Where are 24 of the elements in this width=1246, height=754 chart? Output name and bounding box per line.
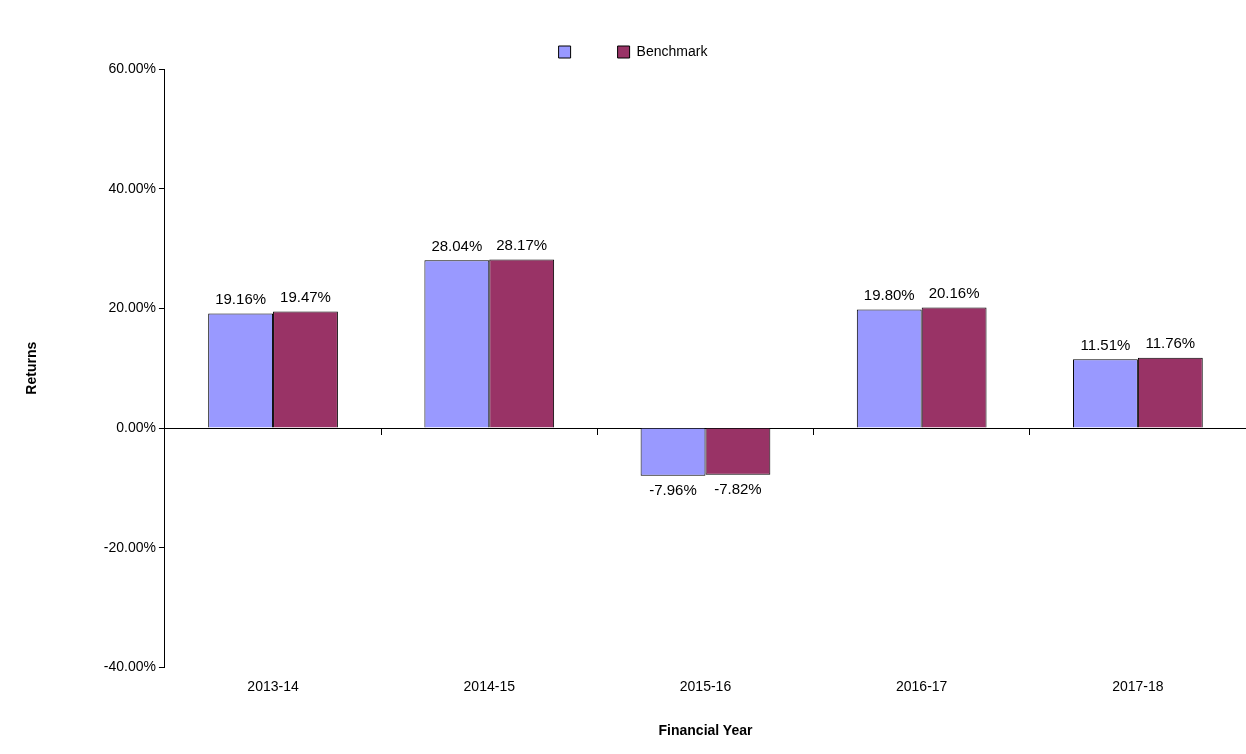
y-tick-label: -40.00% xyxy=(103,658,156,675)
data-label: -7.82% xyxy=(714,480,762,498)
x-tick-label: 2017-18 xyxy=(1112,677,1164,694)
data-label: 11.51% xyxy=(1080,335,1131,353)
y-tick-label: -20.00% xyxy=(103,538,156,555)
data-label: 28.04% xyxy=(431,236,483,254)
data-label: 19.47% xyxy=(280,288,331,306)
data-label: 20.16% xyxy=(928,284,980,302)
data-label: -7.96% xyxy=(649,481,697,499)
x-tick-label: 2013-14 xyxy=(247,677,299,694)
data-label: 19.80% xyxy=(863,286,915,304)
x-tick-label: 2014-15 xyxy=(463,677,516,694)
data-label: 28.17% xyxy=(496,236,548,254)
y-tick-label: 40.00% xyxy=(108,179,156,196)
y-tick-label: 0.00% xyxy=(116,418,156,435)
data-label: 19.16% xyxy=(215,290,267,308)
x-axis-title: Financial Year xyxy=(658,722,753,739)
y-axis-title: Returns xyxy=(23,341,40,395)
legend-label: Benchmark xyxy=(636,42,709,59)
x-tick-label: 2015-16 xyxy=(679,677,732,694)
y-tick-label: 60.00% xyxy=(108,59,156,76)
data-label: 11.76% xyxy=(1145,334,1196,352)
x-tick-label: 2016-17 xyxy=(895,677,948,694)
y-tick-label: 20.00% xyxy=(108,299,156,316)
